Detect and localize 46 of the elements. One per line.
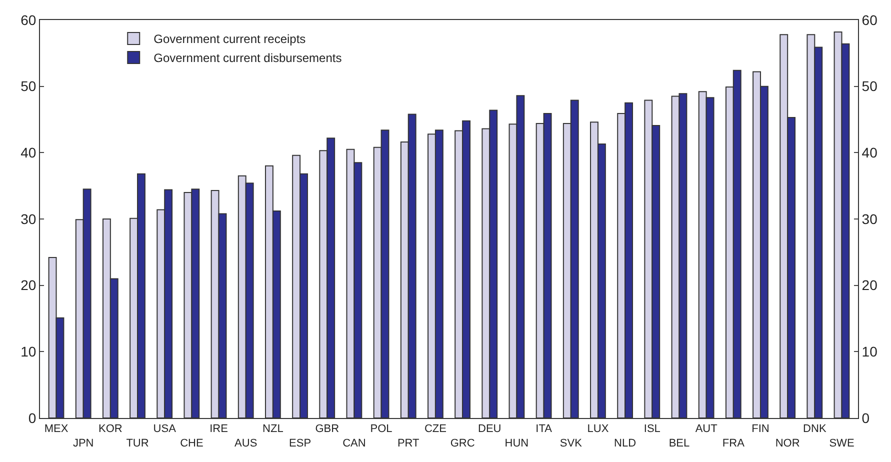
x-tick-label: ESP	[289, 438, 312, 450]
x-tick-label: MEX	[44, 423, 69, 436]
y-tick-label: 30	[20, 210, 36, 227]
x-tick-label: HUN	[504, 438, 529, 450]
y-tick-label: 50	[20, 78, 36, 94]
x-tick-label: CHE	[180, 438, 204, 450]
x-tick-label: NOR	[775, 438, 800, 450]
y-tick-label: 40	[20, 144, 36, 161]
y2-tick-label: 30	[862, 210, 878, 227]
x-tick-label: KOR	[98, 423, 122, 436]
x-tick-label: GRC	[450, 438, 475, 450]
x-tick-label: ITA	[536, 423, 553, 436]
y-tick-label: 0	[28, 410, 36, 426]
x-tick-label: SVK	[560, 438, 583, 450]
y2-tick-label: 60	[862, 12, 878, 28]
x-tick-label: BEL	[668, 438, 690, 450]
x-tick-label: LUX	[587, 423, 610, 436]
x-tick-label: FRA	[722, 438, 746, 450]
x-tick-label: FIN	[752, 423, 770, 436]
x-tick-label: TUR	[126, 438, 149, 450]
x-tick-label: AUT	[695, 423, 718, 436]
legend-label: Government current receipts	[154, 32, 306, 46]
x-tick-label: PRT	[397, 438, 420, 450]
x-tick-label: CAN	[342, 438, 366, 450]
x-tick-label: NZL	[262, 423, 284, 436]
x-tick-label: JPN	[72, 438, 94, 450]
x-tick-label: GBR	[315, 423, 340, 436]
x-tick-label: CZE	[424, 423, 446, 436]
x-tick-label: DNK	[803, 423, 827, 436]
x-tick-label: AUS	[234, 438, 258, 450]
x-tick-label: IRE	[210, 423, 228, 436]
y-tick-label: 20	[20, 277, 36, 294]
y2-tick-label: 20	[862, 277, 878, 294]
x-tick-label: ISL	[644, 423, 660, 436]
x-tick-label: SWE	[829, 438, 854, 450]
x-tick-label: DEU	[478, 423, 502, 436]
y2-tick-label: 0	[862, 410, 870, 426]
x-tick-label: NLD	[614, 438, 636, 450]
legend-label: Government current disbursements	[154, 51, 342, 66]
y2-tick-label: 10	[862, 344, 878, 360]
y2-tick-label: 40	[862, 144, 878, 161]
y-tick-label: 10	[20, 344, 36, 360]
x-tick-label: USA	[153, 423, 177, 436]
x-tick-label: POL	[370, 423, 392, 436]
y2-tick-label: 50	[862, 78, 878, 94]
y-tick-label: 60	[20, 12, 36, 28]
